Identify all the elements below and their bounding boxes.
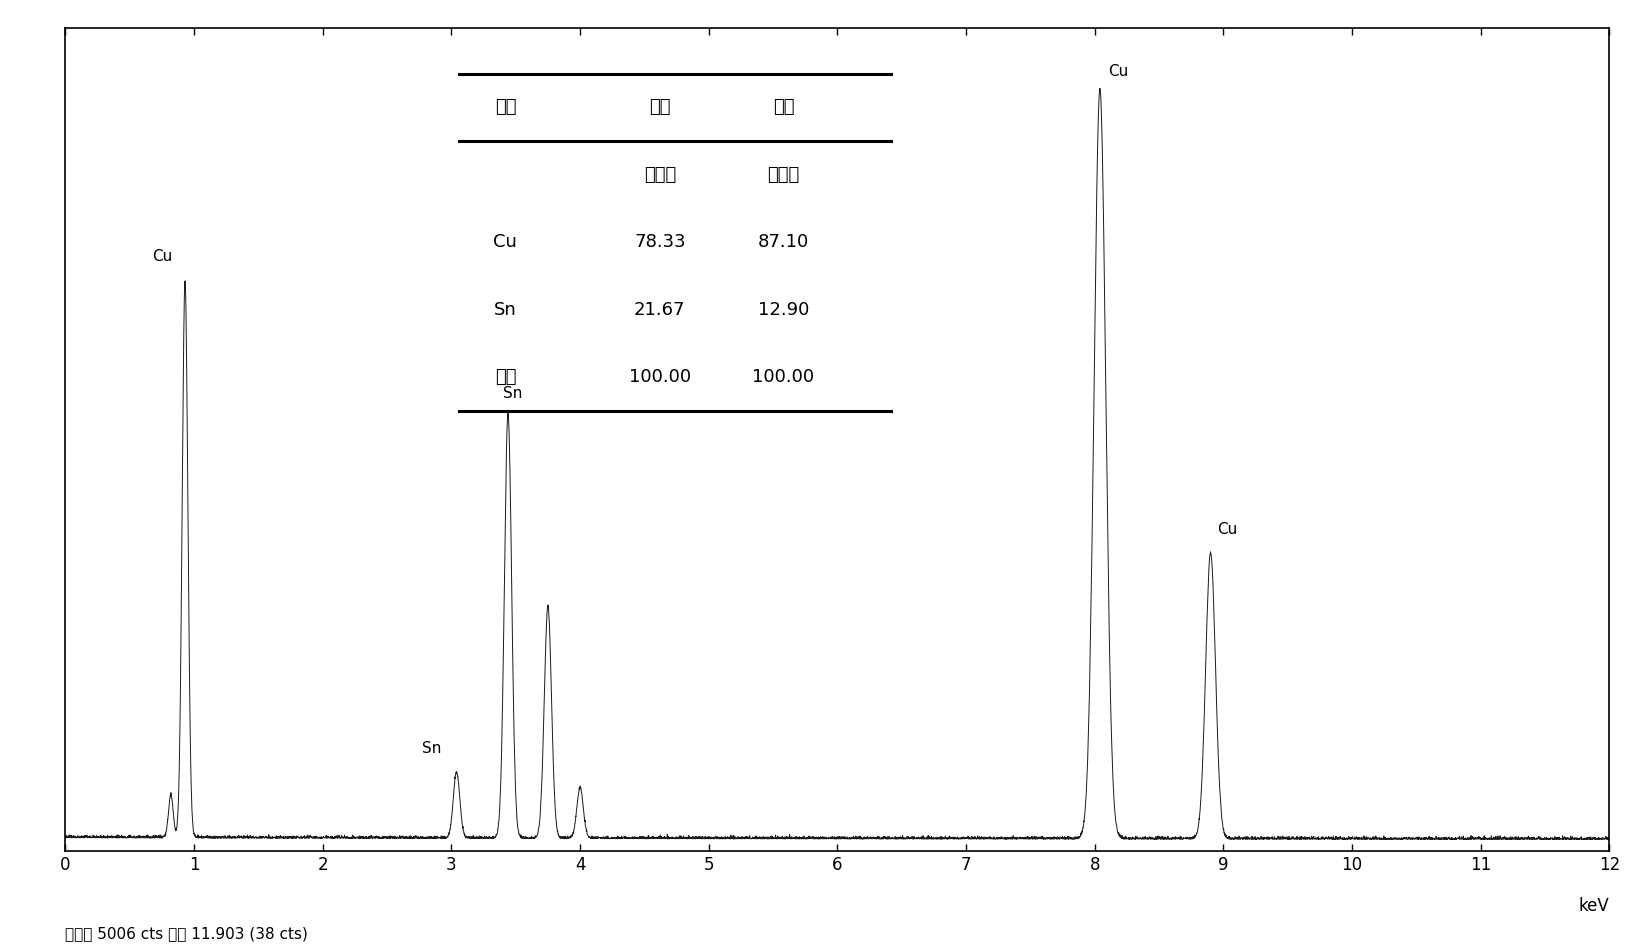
- Text: 百分比: 百分比: [768, 166, 799, 184]
- Text: 12.90: 12.90: [758, 301, 809, 319]
- Text: 百分比: 百分比: [644, 166, 676, 184]
- Text: 总量: 总量: [495, 368, 516, 386]
- Text: 87.10: 87.10: [758, 234, 809, 252]
- Text: 满量程 5006 cts 光标 11.903 (38 cts): 满量程 5006 cts 光标 11.903 (38 cts): [65, 926, 309, 941]
- Text: 100.00: 100.00: [629, 368, 691, 386]
- Text: 78.33: 78.33: [634, 234, 686, 252]
- Text: Cu: Cu: [1108, 63, 1127, 79]
- Text: 原子: 原子: [773, 98, 794, 116]
- Text: 100.00: 100.00: [752, 368, 814, 386]
- Text: Sn: Sn: [493, 301, 516, 319]
- Text: 21.67: 21.67: [634, 301, 686, 319]
- Text: 重量: 重量: [649, 98, 670, 116]
- Text: Cu: Cu: [1217, 522, 1237, 537]
- Text: 元素: 元素: [495, 98, 516, 116]
- Text: Cu: Cu: [152, 249, 172, 264]
- Text: Sn: Sn: [423, 742, 441, 757]
- Text: Cu: Cu: [493, 234, 518, 252]
- Text: keV: keV: [1578, 897, 1609, 915]
- Text: Sn: Sn: [503, 386, 523, 401]
